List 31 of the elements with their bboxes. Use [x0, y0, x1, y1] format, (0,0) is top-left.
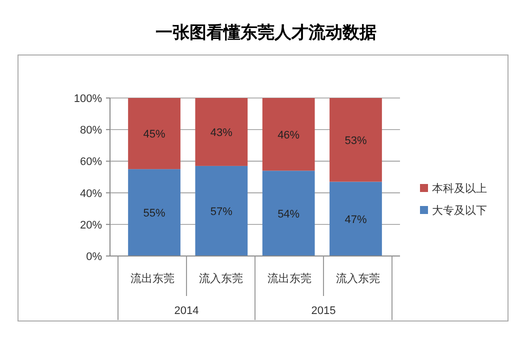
data-label: 45% [143, 128, 166, 141]
y-tick-label: 0% [86, 251, 102, 263]
legend-label: 大专及以下 [432, 204, 487, 217]
bar [128, 98, 180, 170]
y-tick-label: 100% [74, 93, 102, 105]
legend-label: 本科及以上 [432, 182, 487, 195]
bar [262, 170, 315, 256]
x-tick-label: 流入东莞 [198, 272, 243, 285]
bar [330, 182, 382, 256]
bar [262, 98, 315, 171]
x-tick-label: 流出东莞 [130, 272, 174, 285]
y-tick-label: 80% [80, 124, 102, 137]
data-label: 55% [143, 208, 166, 220]
x-tick-label: 流出东莞 [267, 272, 312, 285]
chart-title: 一张图看懂东莞人才流动数据 [156, 23, 376, 43]
data-label: 43% [210, 126, 233, 139]
y-tick-label: 20% [80, 219, 102, 232]
bar [128, 169, 180, 256]
y-tick-label: 60% [80, 156, 102, 168]
data-label: 54% [278, 208, 300, 220]
data-label: 47% [344, 214, 367, 226]
data-label: 46% [278, 129, 300, 142]
bar [195, 98, 248, 166]
x-tick-label: 流入东莞 [336, 272, 380, 285]
text: 2014 [174, 305, 199, 317]
bar [330, 98, 382, 182]
y-tick-label: 40% [80, 188, 102, 200]
bar [195, 166, 248, 256]
text: 2015 [311, 305, 336, 317]
data-label: 57% [210, 206, 233, 218]
data-label: 53% [344, 134, 367, 147]
